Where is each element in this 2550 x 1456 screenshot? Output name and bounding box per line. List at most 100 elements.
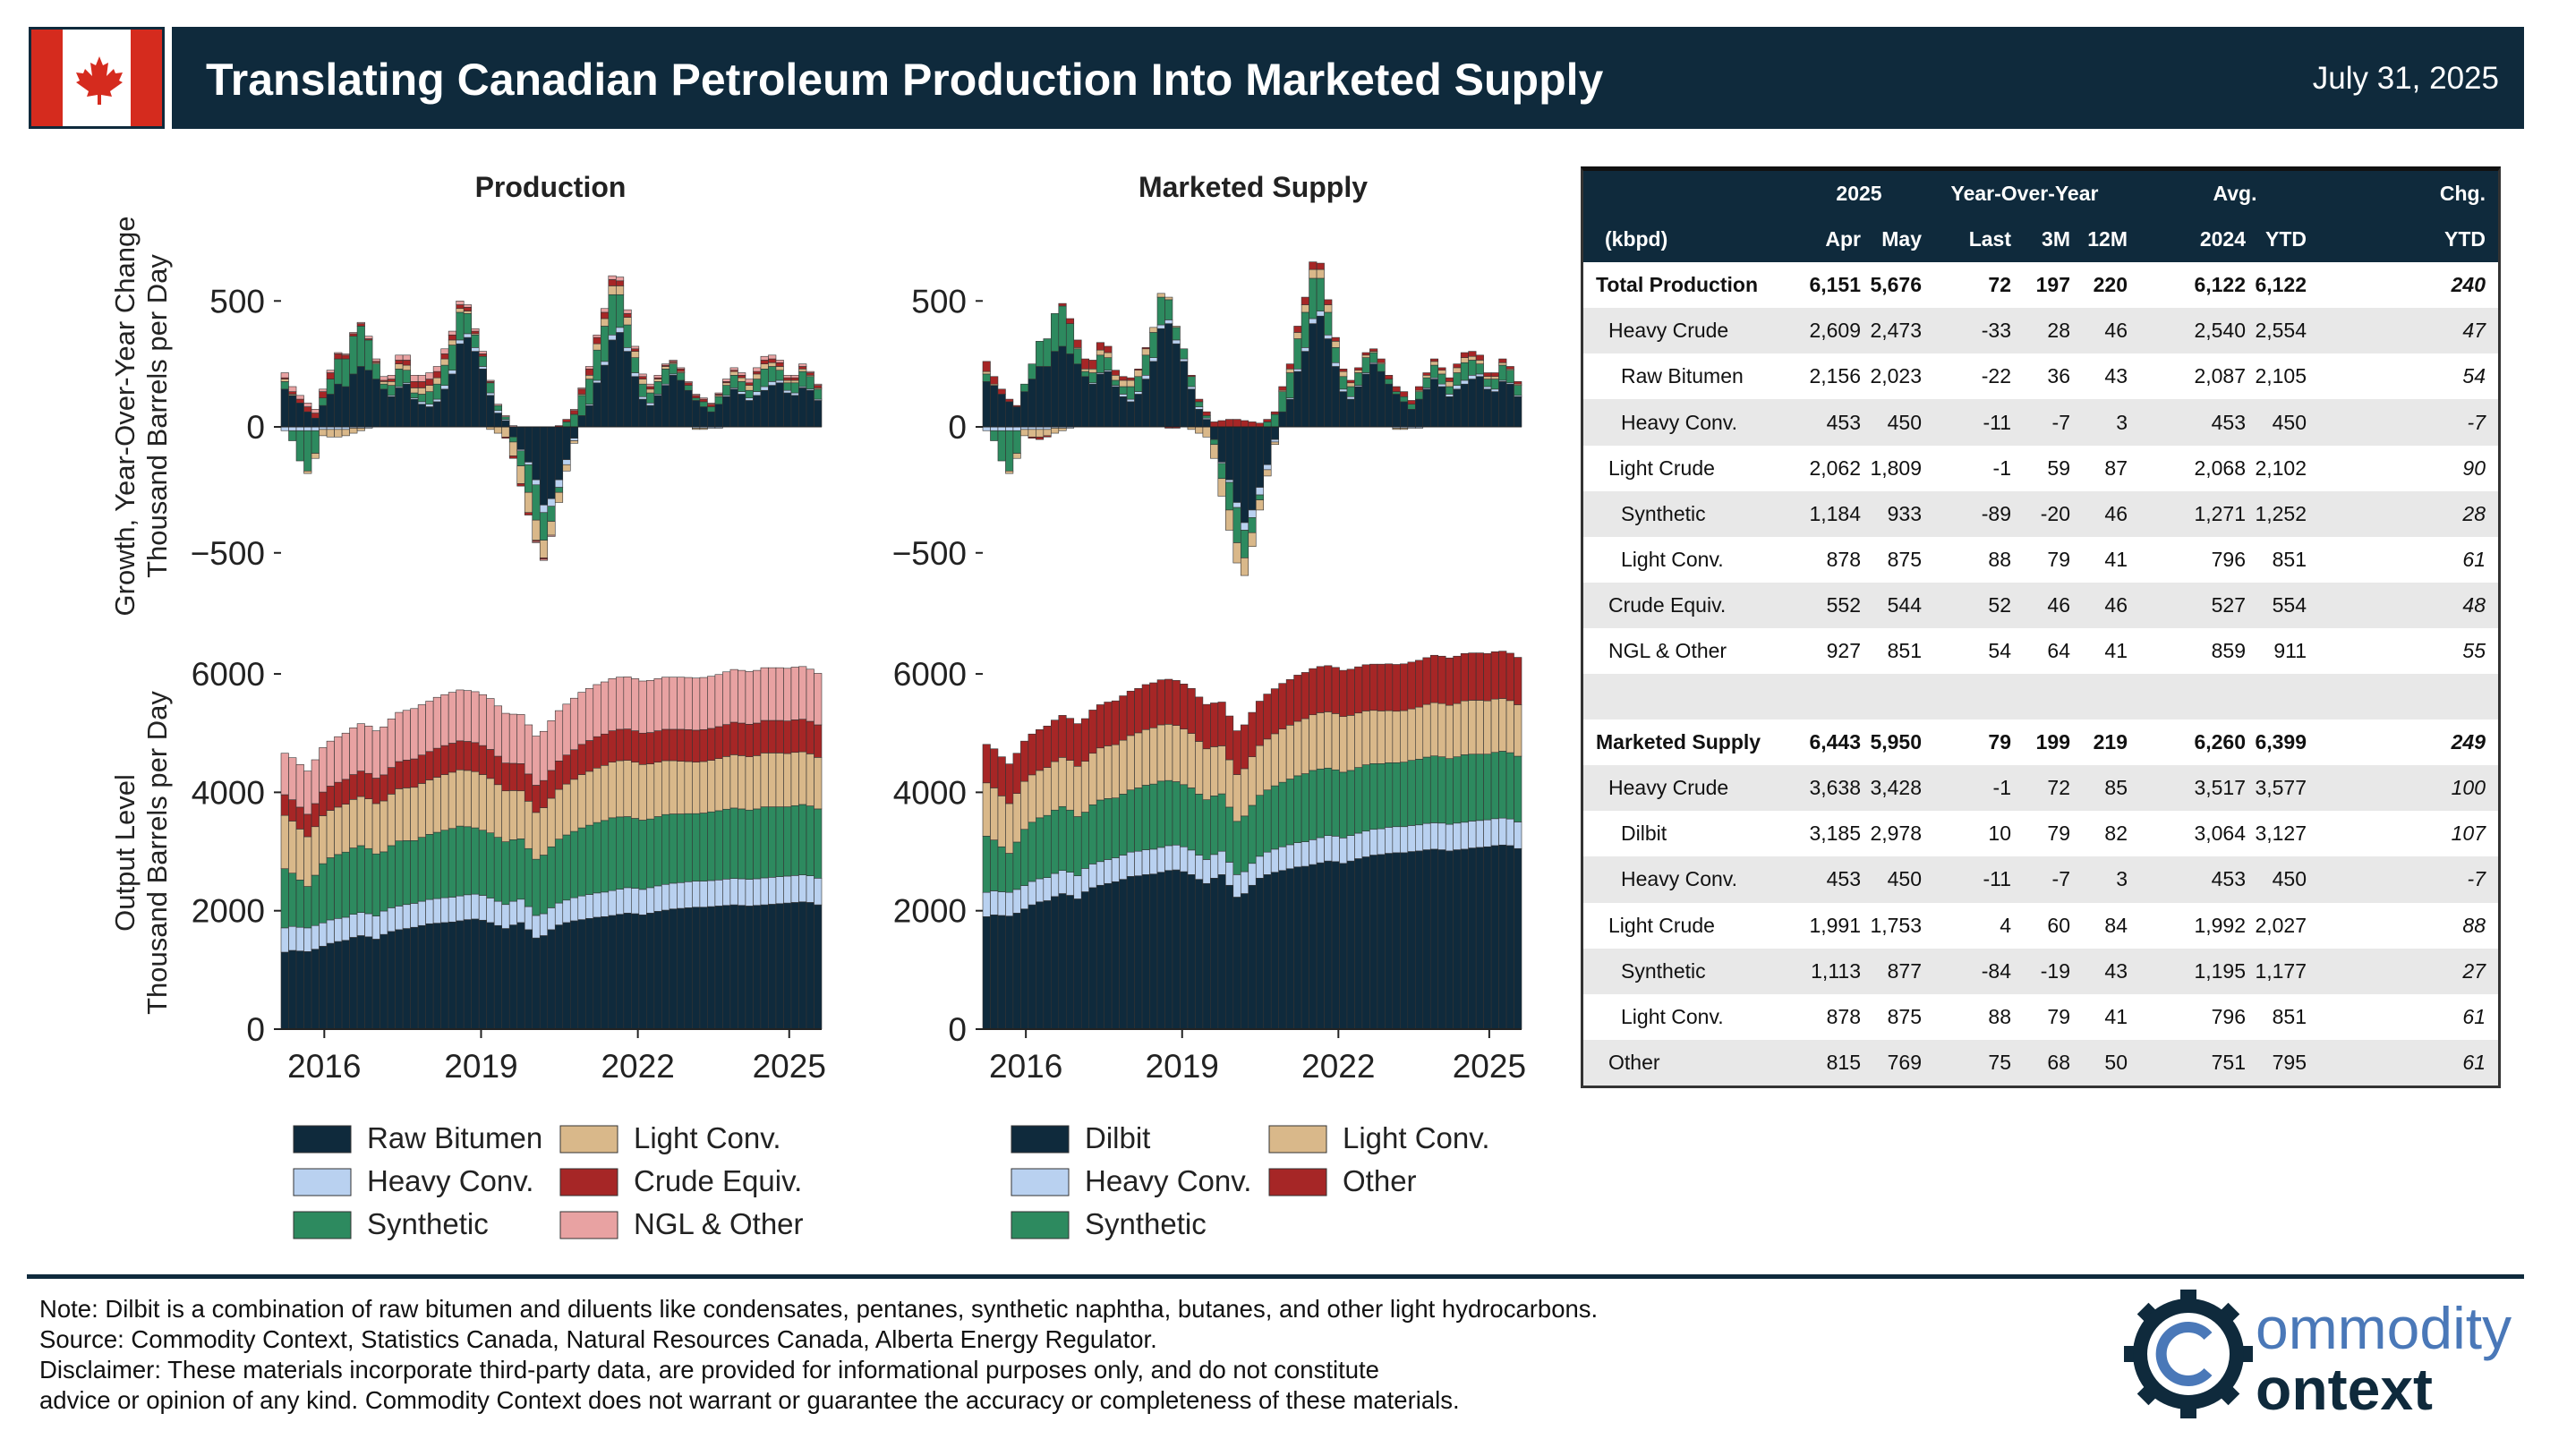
bar-segment <box>569 426 579 439</box>
bar-segment <box>1369 855 1378 1030</box>
bar-segment <box>745 385 754 391</box>
bar-segment <box>722 724 731 757</box>
bar-segment <box>501 928 510 1030</box>
bar-segment <box>753 669 762 724</box>
table-cell-last: 79 <box>1988 730 2011 754</box>
table-row: Light Conv. 878 875 88 79 41 796 851 61 <box>1583 994 2498 1040</box>
bar-segment <box>1369 710 1378 764</box>
bar-segment <box>1028 881 1036 906</box>
bar-segment <box>623 760 632 817</box>
bar-segment <box>1498 358 1507 363</box>
bar-segment <box>417 783 426 838</box>
bar-segment <box>623 317 632 326</box>
bar-segment <box>1043 366 1052 428</box>
bar-segment <box>1065 318 1075 324</box>
bar-segment <box>684 677 693 730</box>
table-cell-ytd: 2,554 <box>2246 308 2307 354</box>
legend-swatch-raw-bitumen <box>293 1125 352 1154</box>
bar-segment <box>1400 396 1409 403</box>
bar-segment <box>1346 398 1355 428</box>
bar-segment <box>471 691 480 744</box>
bar-segment <box>661 366 670 370</box>
header-cell-apr: Apr <box>1796 217 1861 263</box>
bar-segment <box>1036 341 1045 367</box>
y-tick-label: −500 <box>191 535 265 572</box>
bar-segment <box>1104 370 1113 428</box>
bar-segment <box>524 491 533 514</box>
bar-segment <box>524 464 533 493</box>
bar-segment <box>569 749 579 780</box>
bar-segment <box>806 754 814 806</box>
bar-segment <box>982 836 991 893</box>
table-cell-m12: 87 <box>2104 456 2128 480</box>
bar-segment <box>425 751 434 780</box>
table-cell-ytd: 1,252 <box>2246 490 2307 537</box>
bar-segment <box>1514 657 1522 705</box>
bar-segment <box>646 404 655 428</box>
bar-segment <box>1217 745 1226 795</box>
bar-segment <box>1149 327 1158 333</box>
bar-segment <box>1104 352 1113 358</box>
bar-segment <box>699 397 708 400</box>
table-row: Heavy Crude 3,638 3,428 -1 72 85 3,517 3,577 100 <box>1583 765 2498 812</box>
bar-segment <box>395 711 404 762</box>
bar-segment <box>410 903 419 928</box>
bar-segment <box>1278 846 1287 872</box>
bar-segment <box>440 897 449 924</box>
bar-segment <box>1361 711 1370 765</box>
bar-segment <box>448 692 456 744</box>
bar-segment <box>1460 848 1469 1030</box>
table-cell-y2024: 796 <box>2211 547 2246 571</box>
bar-segment <box>440 745 449 775</box>
table-cell-last: 10 <box>1988 822 2011 846</box>
bar-segment <box>562 459 571 465</box>
bar-segment <box>707 402 716 405</box>
bar-segment <box>1104 702 1113 746</box>
bar-segment <box>1248 711 1257 758</box>
bar-segment <box>1407 404 1416 410</box>
bar-segment <box>1156 679 1165 726</box>
legend-label-heavy-conv: Heavy Conv. <box>367 1164 533 1197</box>
bar-segment <box>356 321 365 324</box>
bar-segment <box>562 922 571 1030</box>
bar-segment <box>1141 684 1150 730</box>
bar-segment <box>661 677 670 730</box>
table-cell-apr: 453 <box>1796 399 1861 446</box>
table-row: Total Production 6,151 5,676 72 197 220 6,122 6… <box>1583 262 2498 308</box>
bar-segment <box>1483 388 1492 428</box>
bar-segment <box>349 727 358 775</box>
table-header-row-2: (kbpd) Apr May Last 3M 12M 2024 YTD YTD <box>1583 217 2498 263</box>
bar-segment <box>532 937 541 1030</box>
bar-segment <box>1316 315 1325 428</box>
table-cell-last: -11 <box>1922 856 2011 903</box>
bar-segment <box>501 841 510 906</box>
table-cell-m12: 84 <box>2104 913 2128 937</box>
bar-segment <box>1278 386 1287 391</box>
bar-segment <box>577 895 586 920</box>
legend-swatch-supply-synthetic <box>1011 1211 1070 1239</box>
bar-segment <box>806 720 814 754</box>
bar-segment <box>1453 372 1462 386</box>
bar-segment <box>1324 304 1333 313</box>
table-cell-may: 2,023 <box>1870 364 1922 388</box>
bar-segment <box>798 666 807 719</box>
bar-segment <box>456 920 465 1030</box>
bar-segment <box>432 747 441 778</box>
bar-segment <box>729 721 738 755</box>
bar-segment <box>508 790 518 840</box>
bar-segment <box>1020 740 1029 782</box>
table-row: Synthetic 1,113 877 -84 -19 43 1,195 1,177 27 <box>1583 948 2498 994</box>
bar-segment <box>646 392 655 404</box>
bar-segment <box>584 740 594 772</box>
bar-segment <box>1270 785 1279 850</box>
bar-segment <box>631 376 640 428</box>
bar-segment <box>356 326 365 367</box>
bar-segment <box>1028 733 1036 776</box>
bar-segment <box>1210 426 1219 440</box>
bar-segment <box>1324 860 1333 1030</box>
bar-segment <box>1202 748 1211 800</box>
bar-segment <box>1437 702 1446 757</box>
bar-segment <box>280 379 289 382</box>
bar-segment <box>1422 372 1431 376</box>
bar-segment <box>1187 874 1196 1030</box>
